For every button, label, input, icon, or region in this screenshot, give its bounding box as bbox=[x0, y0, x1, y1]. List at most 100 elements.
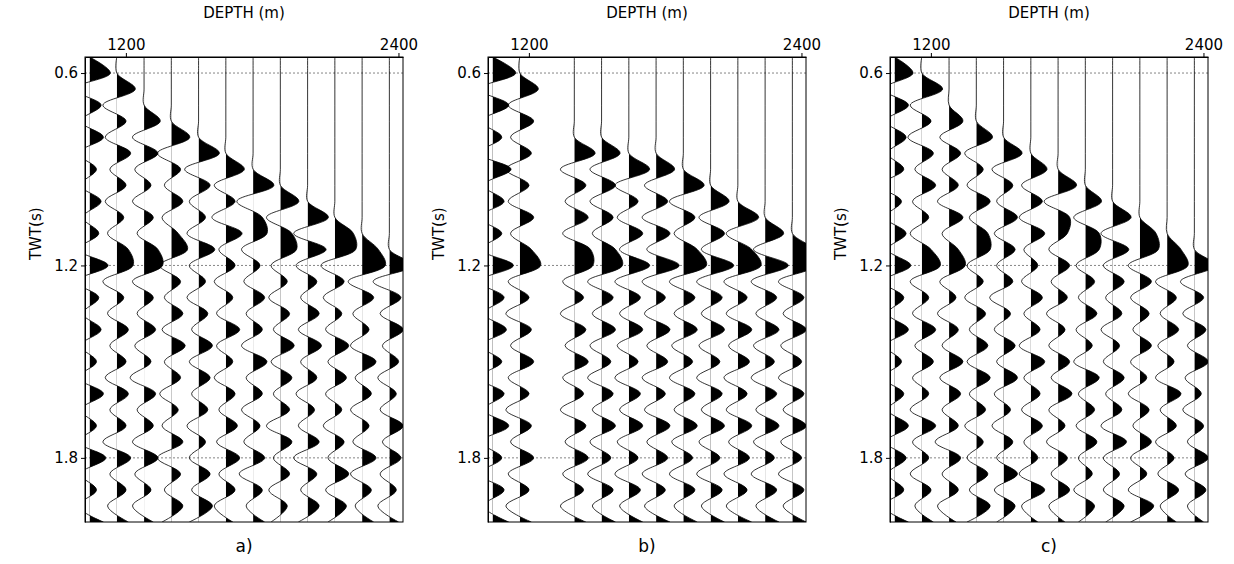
tick: 1200 bbox=[107, 36, 145, 57]
trace-fill bbox=[792, 57, 806, 522]
trace-fill bbox=[765, 57, 788, 522]
figure: 0.6 1.2 1.8 1200 2400 DEPTH (m) TWT(s) a) 0.6 1.2… bbox=[0, 0, 1234, 564]
tick: 0.6 bbox=[457, 64, 488, 82]
axis-line bbox=[489, 57, 807, 58]
trace bbox=[212, 57, 244, 522]
tick-label: 1.8 bbox=[859, 449, 883, 467]
axis-line bbox=[86, 57, 404, 58]
tick-label: 2400 bbox=[380, 36, 418, 54]
trace bbox=[373, 57, 403, 522]
trace-fill bbox=[949, 57, 965, 522]
axis-line bbox=[488, 58, 489, 523]
tick-label: 2400 bbox=[1185, 36, 1223, 54]
tick-label: 0.6 bbox=[457, 64, 481, 82]
tick-mark bbox=[886, 73, 890, 74]
trace bbox=[908, 57, 943, 522]
tick: 2400 bbox=[1185, 36, 1223, 57]
trace bbox=[560, 57, 595, 522]
y-axis-title: TWT(s) bbox=[430, 207, 448, 261]
tick-label: 1.2 bbox=[54, 257, 78, 275]
tick: 1.2 bbox=[859, 257, 890, 275]
tick: 2400 bbox=[783, 36, 821, 57]
y-axis-title: TWT(s) bbox=[832, 207, 850, 261]
trace-fill bbox=[922, 57, 943, 522]
tick-mark bbox=[886, 265, 890, 266]
trace bbox=[321, 57, 357, 522]
grid-line bbox=[890, 457, 1208, 458]
trace-fill bbox=[629, 57, 650, 522]
panel: 0.61.21.812002400DEPTH (m)TWT(s)c) bbox=[832, 4, 1223, 556]
trace-fill bbox=[362, 57, 386, 522]
trace-fill bbox=[574, 57, 595, 522]
trace-fill bbox=[1113, 57, 1132, 522]
x-axis-title: DEPTH (m) bbox=[606, 4, 688, 22]
trace bbox=[488, 57, 516, 522]
x-axis: 1200 2400 bbox=[891, 36, 1224, 58]
panel: 0.61.21.812002400DEPTH (m)TWT(s)a) bbox=[27, 4, 418, 556]
y-axis: 0.61.21.8 bbox=[54, 58, 85, 523]
tick-mark bbox=[81, 458, 85, 459]
tick-mark bbox=[484, 458, 488, 459]
trace-fill bbox=[308, 57, 329, 522]
trace bbox=[506, 57, 541, 522]
tick: 1.8 bbox=[457, 449, 488, 467]
y-axis: 0.6 1.2 1.8 bbox=[859, 58, 890, 523]
trace-fill bbox=[253, 57, 274, 522]
y-axis-title: TWT(s) bbox=[27, 207, 45, 261]
trace-fill bbox=[226, 57, 245, 522]
trace-fill bbox=[1194, 57, 1208, 522]
tick-label: 0.6 bbox=[859, 64, 883, 82]
trace-fill bbox=[602, 57, 623, 522]
tick-label: 1200 bbox=[912, 36, 950, 54]
axis-line bbox=[85, 58, 86, 523]
trace-fill bbox=[280, 57, 299, 522]
trace bbox=[1019, 57, 1047, 522]
grid-line bbox=[890, 73, 1208, 74]
trace bbox=[348, 57, 385, 522]
trace-fill bbox=[1140, 57, 1160, 522]
trace-fill bbox=[389, 57, 403, 522]
tick: 1.2 bbox=[54, 257, 85, 275]
trace bbox=[1128, 57, 1159, 522]
trace bbox=[669, 57, 706, 522]
tick: 1200 bbox=[510, 36, 548, 57]
trace bbox=[1156, 57, 1189, 522]
tick: 2400 bbox=[380, 36, 418, 57]
tick-label: 1.2 bbox=[859, 257, 883, 275]
trace-fill bbox=[144, 57, 163, 522]
tick-mark bbox=[81, 265, 85, 266]
trace-fill bbox=[90, 57, 111, 522]
panel-caption: a) bbox=[235, 536, 252, 556]
trace bbox=[185, 57, 220, 522]
grid-line bbox=[488, 457, 806, 458]
tick-mark bbox=[484, 73, 488, 74]
tick: 0.6 bbox=[54, 64, 85, 82]
y-axis: 0.61.21.8 bbox=[457, 58, 488, 523]
panel: 0.61.21.812002400DEPTH (m)TWT(s)b) bbox=[430, 4, 821, 556]
tick-label: 2400 bbox=[783, 36, 821, 54]
trace bbox=[1044, 57, 1076, 522]
trace bbox=[697, 57, 734, 522]
tick-mark bbox=[81, 73, 85, 74]
tick-mark bbox=[484, 265, 488, 266]
tick-label: 0.6 bbox=[54, 64, 78, 82]
trace-fill bbox=[738, 57, 761, 522]
trace-fill bbox=[683, 57, 706, 522]
trace bbox=[724, 57, 761, 522]
tick-mark bbox=[886, 458, 890, 459]
trace-fill bbox=[493, 57, 516, 522]
trace bbox=[890, 57, 913, 522]
plot-frame bbox=[488, 57, 806, 522]
tick-label: 1200 bbox=[107, 36, 145, 54]
trace-fill bbox=[117, 57, 136, 522]
trace-fill bbox=[335, 57, 357, 522]
trace bbox=[588, 57, 623, 522]
trace bbox=[935, 57, 965, 522]
trace bbox=[237, 57, 274, 522]
grid-line bbox=[488, 73, 806, 74]
trace-fill bbox=[1004, 57, 1023, 522]
trace bbox=[642, 57, 679, 522]
trace-fill bbox=[711, 57, 734, 522]
tick: 0.6 bbox=[859, 64, 890, 82]
x-axis-title: DEPTH (m) bbox=[1008, 4, 1090, 22]
